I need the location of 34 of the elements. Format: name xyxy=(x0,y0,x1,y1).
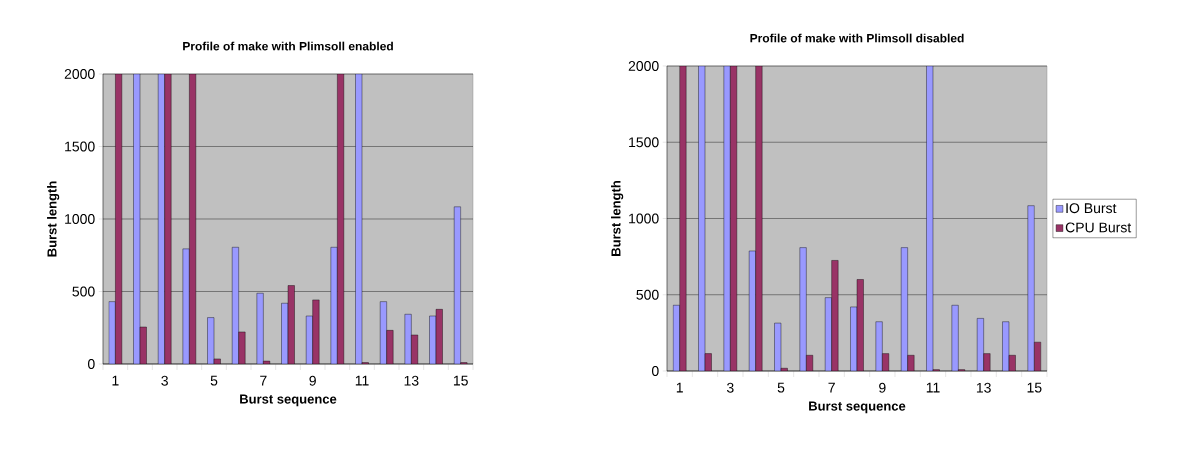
x-tick-label: 9 xyxy=(309,375,316,386)
chart-title: Profile of make with Plimsoll disabled xyxy=(750,33,964,43)
x-tick-label: 5 xyxy=(210,375,218,386)
x-axis-title: Burst sequence xyxy=(240,394,337,407)
y-tick-label: 1500 xyxy=(65,141,95,152)
x-tick-label: 5 xyxy=(777,382,785,393)
y-tick-label: 500 xyxy=(636,289,659,300)
y-tick-label: 2000 xyxy=(628,61,659,71)
x-tick-label: 7 xyxy=(260,375,267,386)
x-tick-label: 11 xyxy=(926,382,940,393)
y-tick-label: 1500 xyxy=(629,137,659,148)
x-tick-label: 3 xyxy=(161,375,168,386)
y-axis-title: Burst length xyxy=(47,181,60,257)
x-tick-label: 7 xyxy=(828,382,835,393)
y-tick-label: 0 xyxy=(87,359,95,369)
y-tick-label: 500 xyxy=(72,286,95,297)
legend-label: IO Burst xyxy=(1066,203,1117,214)
chart-title: Profile of make with Plimsoll enabled xyxy=(183,41,393,51)
x-tick-label: 3 xyxy=(726,382,734,393)
x-tick-label: 9 xyxy=(879,382,886,393)
x-tick-label: 13 xyxy=(404,375,419,386)
y-tick-label: 0 xyxy=(651,366,659,376)
y-tick-label: 1000 xyxy=(629,213,659,224)
x-tick-label: 15 xyxy=(453,375,468,386)
x-axis-title: Burst sequence xyxy=(809,401,906,414)
y-axis-title: Burst length xyxy=(611,181,624,256)
x-tick-label: 13 xyxy=(976,382,991,393)
x-tick-label: 11 xyxy=(355,375,369,386)
y-tick-label: 1000 xyxy=(65,214,95,224)
y-tick-label: 2000 xyxy=(64,69,95,79)
x-tick-label: 1 xyxy=(676,382,683,393)
legend-label: CPU Burst xyxy=(1065,222,1132,233)
x-tick-label: 1 xyxy=(112,375,119,386)
x-tick-label: 15 xyxy=(1027,382,1042,393)
